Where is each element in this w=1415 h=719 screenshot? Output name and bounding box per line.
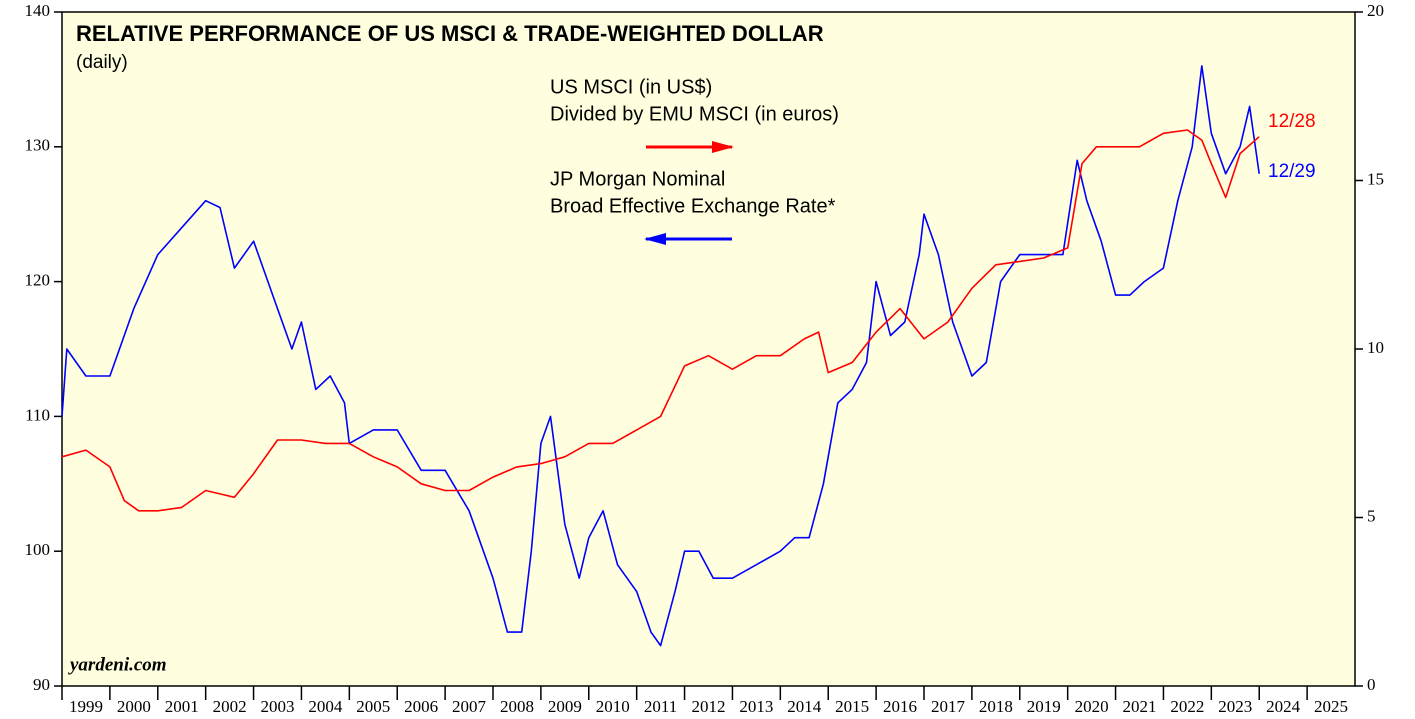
chart-subtitle: (daily)	[76, 52, 128, 73]
plot-area	[61, 11, 1356, 687]
x-tick-label: 2014	[787, 697, 822, 716]
x-tick-label: 2019	[1027, 697, 1061, 716]
x-tick-label: 2008	[500, 697, 534, 716]
x-tick-label: 2011	[644, 697, 677, 716]
y2-tick-label: 0	[1367, 675, 1376, 694]
y-tick-label: 130	[25, 136, 51, 155]
y-tick-label: 140	[25, 1, 51, 20]
legend-arrowhead	[644, 233, 666, 245]
x-tick-label: 2015	[835, 697, 869, 716]
x-tick-label: 2007	[452, 697, 487, 716]
x-tick-label: 2010	[596, 697, 630, 716]
x-tick-label: 2013	[739, 697, 773, 716]
y2-tick-label: 5	[1367, 506, 1376, 525]
x-tick-label: 2004	[308, 697, 343, 716]
y2-tick-label: 20	[1367, 1, 1384, 20]
x-tick-label: 1999	[69, 697, 103, 716]
x-tick-label: 2002	[213, 697, 247, 716]
x-tick-label: 2025	[1314, 697, 1348, 716]
legend-arrowhead	[712, 141, 734, 153]
x-tick-label: 2016	[883, 697, 917, 716]
series-line	[61, 129, 1260, 512]
source: yardeni.com	[68, 654, 167, 675]
legend-text: US MSCI (in US$)	[550, 76, 712, 98]
x-tick-label: 2020	[1075, 697, 1109, 716]
y-tick-label: 100	[25, 540, 51, 559]
x-tick-label: 2022	[1170, 697, 1204, 716]
y2-tick-label: 10	[1367, 338, 1384, 357]
x-tick-label: 2003	[261, 697, 295, 716]
x-tick-label: 2009	[548, 697, 582, 716]
x-tick-label: 2023	[1218, 697, 1252, 716]
x-tick-label: 2001	[165, 697, 199, 716]
x-tick-label: 2018	[979, 697, 1013, 716]
series-line	[61, 65, 1260, 647]
legend-text: JP Morgan Nominal	[550, 168, 725, 190]
chart-title: RELATIVE PERFORMANCE OF US MSCI & TRADE-…	[76, 21, 824, 46]
legend-text: Broad Effective Exchange Rate*	[550, 195, 836, 217]
x-tick-label: 2005	[356, 697, 390, 716]
x-tick-label: 2006	[404, 697, 438, 716]
y-tick-label: 120	[25, 271, 51, 290]
x-tick-label: 2017	[931, 697, 966, 716]
y2-tick-label: 15	[1367, 169, 1384, 188]
end-label: 12/28	[1268, 111, 1316, 132]
legend-text: Divided by EMU MSCI (in euros)	[550, 103, 839, 125]
y-tick-label: 90	[33, 675, 50, 694]
x-tick-label: 2000	[117, 697, 151, 716]
x-tick-label: 2024	[1266, 697, 1301, 716]
x-tick-label: 2021	[1123, 697, 1157, 716]
y-tick-label: 110	[25, 405, 50, 424]
end-label: 12/29	[1268, 161, 1316, 182]
x-tick-label: 2012	[692, 697, 726, 716]
